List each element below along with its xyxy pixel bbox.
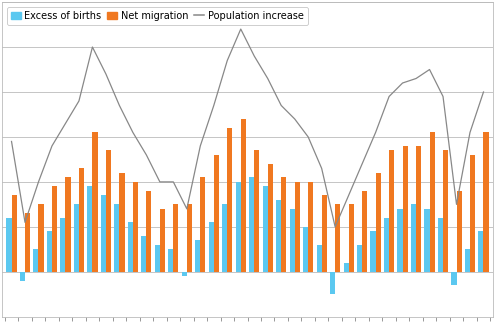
Bar bbox=[141, 236, 147, 272]
Bar bbox=[195, 240, 200, 272]
Bar bbox=[168, 249, 173, 272]
Bar bbox=[295, 182, 300, 272]
Bar bbox=[25, 214, 30, 272]
Bar bbox=[389, 151, 394, 272]
Bar bbox=[438, 218, 443, 272]
Bar bbox=[376, 173, 381, 272]
Bar bbox=[93, 132, 98, 272]
Bar bbox=[79, 168, 84, 272]
Bar bbox=[236, 182, 241, 272]
Bar bbox=[281, 177, 286, 272]
Bar bbox=[303, 227, 308, 272]
Bar bbox=[268, 164, 273, 272]
Bar bbox=[276, 200, 281, 272]
Bar bbox=[263, 186, 268, 272]
Bar bbox=[470, 155, 475, 272]
Bar bbox=[456, 191, 462, 272]
Bar bbox=[443, 151, 448, 272]
Bar bbox=[47, 231, 52, 272]
Legend: Excess of births, Net migration, Population increase: Excess of births, Net migration, Populat… bbox=[7, 7, 308, 25]
Bar bbox=[133, 182, 138, 272]
Bar bbox=[411, 204, 416, 272]
Bar bbox=[254, 151, 259, 272]
Bar bbox=[322, 195, 327, 272]
Bar bbox=[241, 119, 246, 272]
Bar bbox=[308, 182, 313, 272]
Bar bbox=[424, 209, 430, 272]
Bar bbox=[155, 245, 160, 272]
Bar bbox=[451, 272, 456, 285]
Bar bbox=[430, 132, 435, 272]
Bar bbox=[416, 146, 421, 272]
Bar bbox=[370, 231, 376, 272]
Bar bbox=[173, 204, 179, 272]
Bar bbox=[344, 263, 348, 272]
Bar bbox=[384, 218, 389, 272]
Bar bbox=[60, 218, 65, 272]
Bar bbox=[227, 128, 232, 272]
Bar bbox=[200, 177, 205, 272]
Bar bbox=[222, 204, 227, 272]
Bar bbox=[128, 222, 133, 272]
Bar bbox=[11, 195, 17, 272]
Bar bbox=[209, 222, 214, 272]
Bar bbox=[316, 245, 322, 272]
Bar bbox=[348, 204, 354, 272]
Bar bbox=[65, 177, 71, 272]
Bar bbox=[478, 231, 484, 272]
Bar bbox=[119, 173, 125, 272]
Bar bbox=[106, 151, 111, 272]
Bar bbox=[147, 191, 151, 272]
Bar bbox=[160, 209, 165, 272]
Bar bbox=[402, 146, 408, 272]
Bar bbox=[87, 186, 93, 272]
Bar bbox=[362, 191, 367, 272]
Bar bbox=[484, 132, 489, 272]
Bar bbox=[330, 272, 335, 294]
Bar bbox=[6, 218, 11, 272]
Bar bbox=[39, 204, 44, 272]
Bar bbox=[114, 204, 119, 272]
Bar bbox=[52, 186, 57, 272]
Bar bbox=[397, 209, 402, 272]
Bar bbox=[465, 249, 470, 272]
Bar bbox=[249, 177, 254, 272]
Bar bbox=[74, 204, 79, 272]
Bar bbox=[357, 245, 362, 272]
Bar bbox=[290, 209, 295, 272]
Bar bbox=[335, 204, 340, 272]
Bar bbox=[214, 155, 219, 272]
Bar bbox=[33, 249, 39, 272]
Bar bbox=[187, 204, 192, 272]
Bar bbox=[20, 272, 25, 281]
Bar bbox=[182, 272, 187, 276]
Bar bbox=[101, 195, 106, 272]
